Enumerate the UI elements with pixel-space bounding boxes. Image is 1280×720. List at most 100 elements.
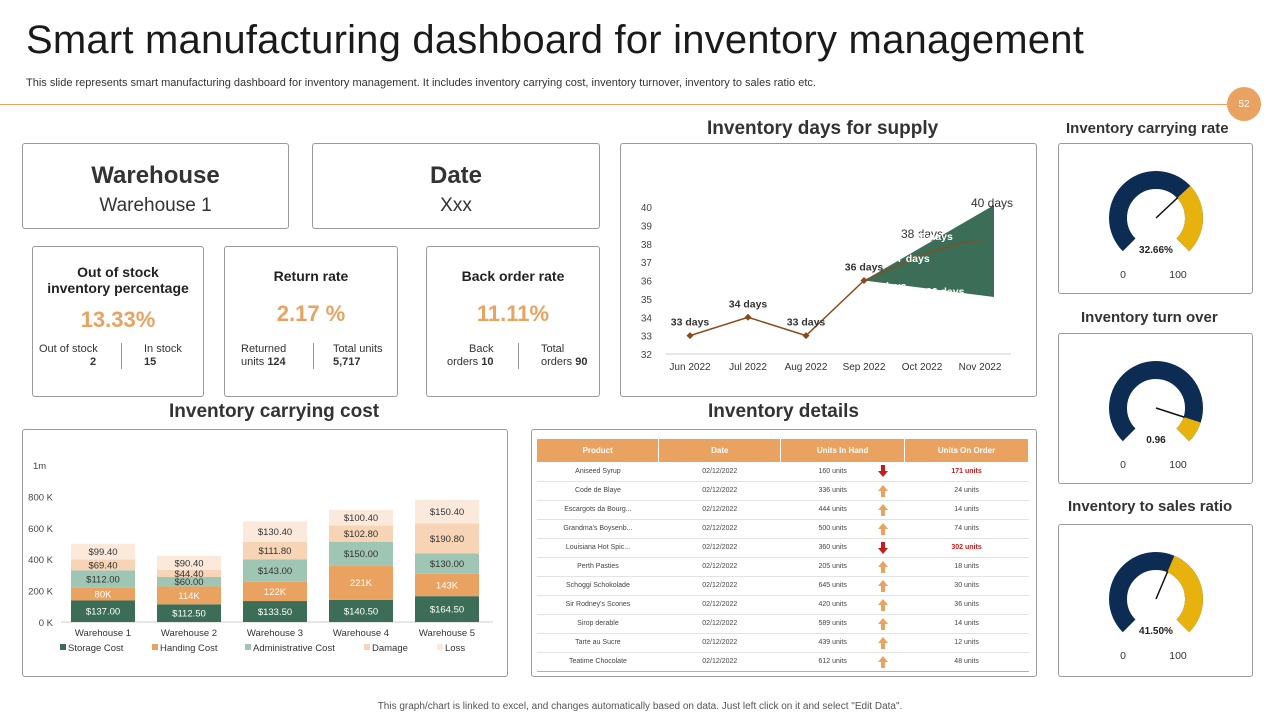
gauge-value-label: 32.66% [1139, 245, 1173, 256]
y-tick-label: 35 [641, 295, 653, 306]
x-tick-label: Warehouse 3 [247, 628, 303, 639]
date-cell: 02/12/2022 [658, 614, 781, 634]
units-on-order-cell-text: 74 units [954, 525, 979, 532]
units-in-hand-cell: 612 units [780, 652, 905, 672]
units-in-hand-cell-text: 612 units [818, 658, 847, 666]
return-rate-title: Return rate [273, 268, 349, 284]
supply-series-line-tail [863, 241, 982, 282]
y-tick-label: 1m [33, 461, 46, 472]
footer-note: This graph/chart is linked to excel, and… [377, 701, 903, 712]
bar-segment-storage-cost [71, 600, 135, 622]
product-cell: Louisiana Hot Spic... [537, 538, 659, 558]
bar-data-label: $44.40 [174, 569, 203, 580]
gauge-fill [1176, 185, 1203, 252]
bar-segment-storage-cost [329, 599, 393, 622]
units-on-order-cell: 30 units [904, 576, 1029, 596]
product-cell-text: Teatime Chocolate [568, 658, 627, 665]
carrying-rate-gauge: 32.66% 0 100 [1109, 171, 1203, 281]
return-rate-right-value: 5,717 [333, 356, 361, 368]
gauge-max-label: 100 [1169, 650, 1187, 662]
date-cell: 02/12/2022 [658, 500, 781, 520]
return-rate-left-label: Returned [241, 343, 287, 355]
y-tick-label: 37 [641, 258, 653, 269]
table-row: Aniseed Syrup 02/12/2022 160 units 171 unit… [537, 462, 1029, 482]
turnover-gauge: 0.96 0 100 [1109, 361, 1203, 471]
kpi-divider [121, 343, 122, 369]
date-cell-text: 02/12/2022 [702, 563, 738, 570]
supply-data-point [686, 332, 694, 340]
warehouse-card-value: Warehouse 1 [99, 195, 212, 216]
x-tick-label: Nov 2022 [959, 362, 1002, 373]
supply-data-point [744, 313, 752, 321]
table-row: Escargots da Bourg... 02/12/2022 444 units… [537, 500, 1029, 520]
supply-band-label: 37 days [891, 253, 930, 265]
legend-label: Administrative Cost [253, 643, 335, 654]
warehouse-card: Warehouse Warehouse 1 [22, 143, 289, 229]
back-order-right-value: 90 [575, 356, 588, 368]
bar-segment-handing-cost [329, 565, 393, 600]
units-on-order-cell-text: 14 units [954, 506, 979, 513]
supply-value-label: 33 days [671, 317, 710, 329]
arrow-up-icon [877, 655, 888, 668]
date-cell: 02/12/2022 [658, 538, 781, 558]
product-cell: Code de Blaye [537, 481, 659, 501]
supply-band-label: 36 days [868, 281, 907, 293]
units-on-order-cell-text: 171 units [951, 467, 982, 475]
product-cell: Escargots da Bourg... [537, 500, 659, 520]
carrying-cost-chart: 0 K 200 K 400 K 600 K 800 K 1m $137.00 80K $112.… [28, 461, 493, 654]
units-in-hand-cell-text: 336 units [818, 487, 847, 495]
back-order-right-label: Total [541, 343, 565, 355]
units-on-order-cell-text: 48 units [954, 658, 979, 665]
back-order-left-value: 10 [481, 356, 494, 368]
return-rate-left-detail: units 124 [241, 356, 286, 369]
out-of-stock-left-label: Out of stock [39, 343, 98, 355]
return-rate-left-value: 124 [267, 356, 286, 368]
units-in-hand-cell: 444 units [780, 500, 905, 520]
units-in-hand-cell-text: 420 units [818, 601, 847, 609]
table-row: Sirop derable 02/12/2022 589 units 14 units [537, 614, 1029, 634]
page-number-badge: 52 [1227, 87, 1261, 121]
units-in-hand-cell: 360 units [780, 538, 905, 558]
arrow-up-icon [877, 579, 888, 592]
units-in-hand-cell: 500 units [780, 519, 905, 539]
y-tick-label: 600 K [28, 524, 53, 535]
product-cell: Teatime Chocolate [537, 652, 659, 672]
bar-segment-administrative-cost [71, 570, 135, 588]
y-tick-label: 800 K [28, 492, 53, 503]
gauge-needle [1155, 407, 1185, 418]
table-row: Teatime Chocolate 02/12/2022 612 units 48 u… [537, 652, 1029, 672]
supply-chart-title: Inventory days for supply [707, 118, 939, 139]
back-order-card: Back order rate 11.11% Back orders 10 To… [426, 246, 600, 397]
supply-chart: 32 33 34 35 36 37 38 39 40 Jun 2022 Jul 2022 Aug 20… [641, 196, 1013, 373]
date-card-value: Xxx [440, 195, 472, 216]
product-cell-text: Sir Rodney's Scones [565, 601, 631, 608]
return-rate-left-prefix: units [241, 356, 265, 368]
date-cell: 02/12/2022 [658, 576, 781, 596]
arrow-up-icon [877, 522, 888, 535]
bar-data-label: $111.80 [259, 546, 292, 557]
bar-segment-loss [415, 499, 479, 524]
units-in-hand-cell-text: 439 units [818, 639, 847, 647]
x-tick-label: Warehouse 5 [419, 628, 475, 639]
gauge-needle [1155, 571, 1169, 600]
units-on-order-cell: 24 units [904, 481, 1029, 501]
date-cell-text: 02/12/2022 [702, 525, 738, 532]
warehouse-card-title: Warehouse [91, 162, 220, 189]
turnover-card: 0.96 0 100 [1058, 333, 1253, 484]
product-cell-text: Grandma's Boysenb... [563, 525, 633, 532]
y-tick-label: 33 [641, 332, 653, 343]
arrow-down-icon [877, 541, 888, 554]
bar-segment-handing-cost [243, 581, 307, 602]
units-in-hand-cell-text: 360 units [818, 544, 847, 552]
page-subtitle: This slide represents smart manufacturin… [26, 77, 816, 89]
page-title: Smart manufacturing dashboard for invent… [26, 18, 1085, 62]
units-on-order-cell-text: 12 units [954, 639, 979, 646]
legend-label: Loss [445, 643, 465, 654]
bar-segment-administrative-cost [243, 559, 307, 582]
y-tick-label: 38 [641, 240, 653, 251]
back-order-left-prefix: orders [447, 356, 479, 368]
carrying-cost-card: 0 K 200 K 400 K 600 K 800 K 1m $137.00 80K $112.… [22, 429, 508, 677]
bar-data-label: $133.50 [258, 607, 292, 618]
turnover-title: Inventory turn over [1081, 309, 1218, 326]
units-on-order-cell-text: 302 units [951, 544, 982, 551]
